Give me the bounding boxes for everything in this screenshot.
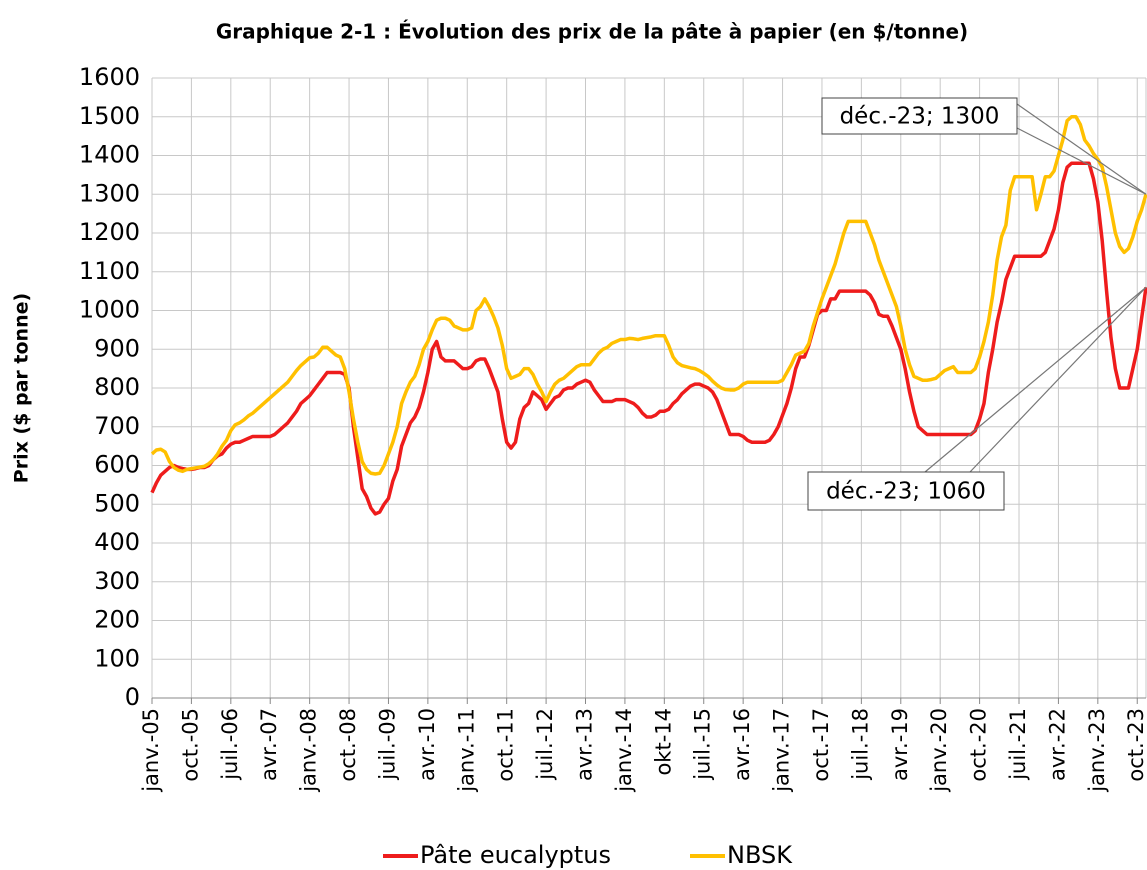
leader-line — [1016, 127, 1147, 195]
y-tick-label: 600 — [94, 451, 140, 479]
y-tick-label: 700 — [94, 412, 140, 440]
x-tick-label: okt-14 — [651, 708, 675, 776]
x-tick-label: janv.-11 — [454, 708, 478, 793]
x-tick-label: avr.-13 — [573, 708, 597, 781]
x-tick-label: avr.-16 — [730, 708, 754, 781]
x-tick-label: janv.-23 — [1085, 708, 1109, 793]
y-tick-label: 1500 — [79, 102, 140, 130]
x-tick-label: janv.-17 — [770, 708, 794, 793]
leader-line — [1016, 103, 1147, 195]
y-tick-label: 1300 — [79, 179, 140, 207]
x-tick-label: juil.-21 — [1006, 708, 1030, 781]
legend-label: Pâte eucalyptus — [420, 841, 611, 869]
x-tick-label: janv.-20 — [927, 708, 951, 793]
line-series — [150, 161, 1147, 516]
x-tick-label: oct.-05 — [178, 708, 202, 782]
chart-title: Graphique 2-1 : Évolution des prix de la… — [216, 20, 968, 44]
y-tick-label: 1200 — [79, 218, 140, 246]
x-tick-label: juil.-09 — [375, 708, 399, 781]
line-series — [150, 115, 1147, 476]
x-tick-label: juil.-18 — [848, 708, 872, 781]
annotation-box — [821, 97, 1018, 135]
x-tick-label: janv.-05 — [139, 708, 163, 793]
leader-line — [969, 286, 1147, 473]
x-tick-label: avr.-19 — [888, 708, 912, 781]
y-tick-label: 500 — [94, 489, 140, 517]
leader-line — [924, 286, 1147, 473]
x-tick-label: avr.-10 — [415, 708, 439, 781]
annotation: déc.-23; 1300 — [840, 104, 1000, 130]
annotation: déc.-23; 1060 — [826, 479, 986, 505]
x-tick-label: oct.-11 — [494, 708, 518, 782]
x-tick-label: avr.-07 — [257, 708, 281, 781]
x-tick-label: janv.-14 — [612, 708, 636, 793]
x-tick-label: juil.-06 — [218, 708, 242, 781]
y-tick-label: 0 — [125, 683, 140, 711]
x-tick-label: oct.-08 — [336, 708, 360, 782]
annotation-box — [807, 471, 1005, 511]
y-tick-label: 1000 — [79, 296, 140, 324]
y-tick-label: 900 — [94, 334, 140, 362]
y-tick-label: 300 — [94, 567, 140, 595]
x-tick-label: janv.-08 — [297, 708, 321, 793]
x-tick-label: oct.-23 — [1124, 708, 1147, 782]
x-tick-label: oct.-17 — [809, 708, 833, 782]
y-axis-title: Prix ($ par tonne) — [11, 293, 33, 483]
legend-label: NBSK — [727, 841, 793, 869]
x-tick-label: juil.-15 — [691, 708, 715, 781]
y-tick-label: 400 — [94, 528, 140, 556]
x-tick-label: juil.-12 — [533, 708, 557, 781]
y-tick-label: 800 — [94, 373, 140, 401]
y-tick-label: 200 — [94, 606, 140, 634]
y-tick-label: 100 — [94, 644, 140, 672]
y-tick-label: 1600 — [79, 63, 140, 91]
y-tick-label: 1100 — [79, 257, 140, 285]
x-tick-label: oct.-20 — [967, 708, 991, 782]
y-tick-label: 1400 — [79, 141, 140, 169]
x-tick-label: avr.-22 — [1045, 708, 1069, 781]
